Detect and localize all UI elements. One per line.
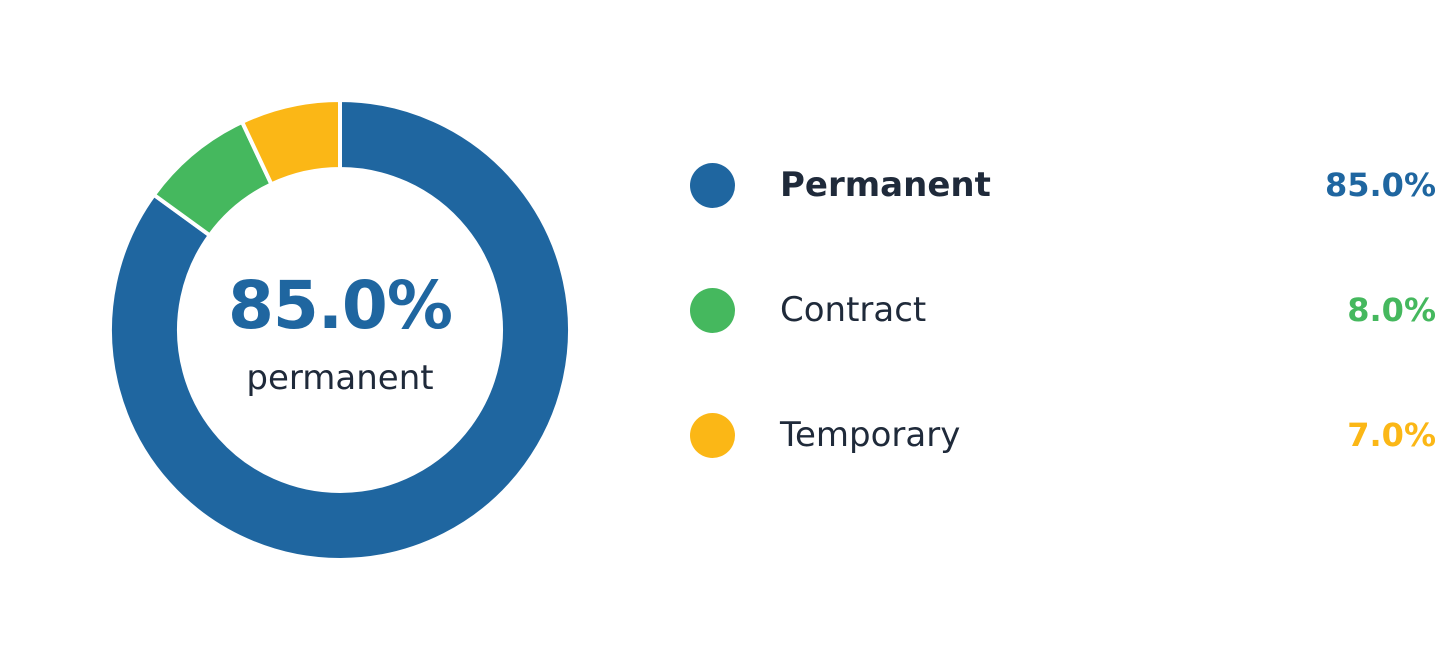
legend: Permanent 85.0% Contract 8.0% Temporary … [690,162,1436,537]
legend-marker-permanent [690,163,735,208]
legend-label-permanent: Permanent [780,165,991,205]
legend-value-temporary: 7.0% [1347,416,1436,454]
legend-value-permanent: 85.0% [1324,166,1436,204]
donut-slice-temporary [239,97,342,187]
donut-chart: 85.0% permanent [108,97,572,562]
legend-value-contract: 8.0% [1347,291,1436,329]
legend-marker-contract [690,288,735,333]
donut-slices [108,97,572,562]
center-value: 85.0% [228,267,452,344]
legend-item-permanent: Permanent 85.0% [690,162,1436,208]
legend-marker-temporary [690,413,735,458]
legend-item-temporary: Temporary 7.0% [690,412,1436,458]
donut-slice-permanent [108,97,572,562]
legend-label-contract: Contract [780,290,927,330]
legend-label-temporary: Temporary [780,415,961,455]
center-caption: permanent [246,358,433,398]
legend-item-contract: Contract 8.0% [690,287,1436,333]
